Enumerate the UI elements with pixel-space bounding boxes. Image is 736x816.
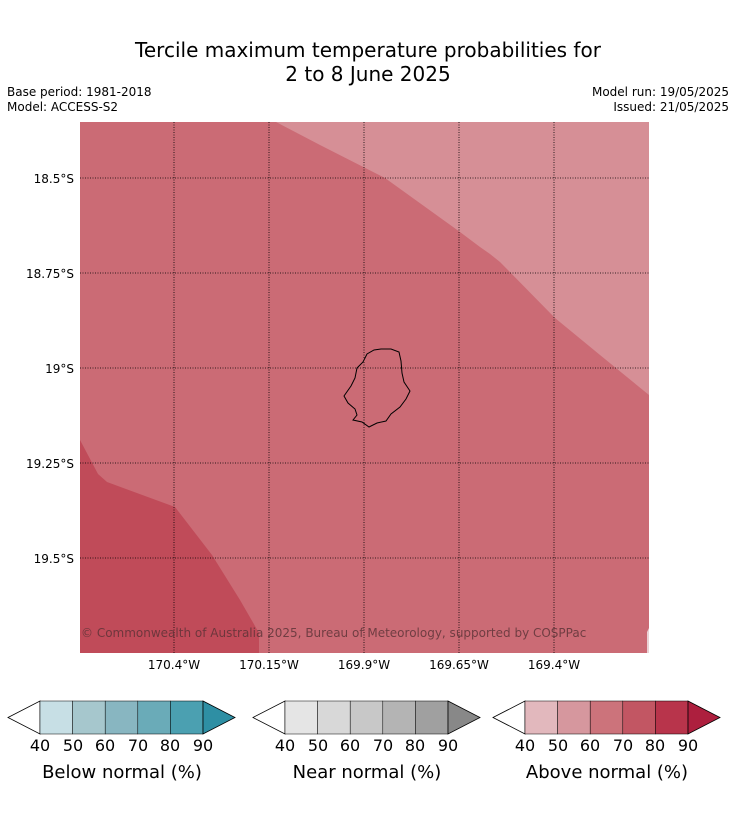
colorbar-segment xyxy=(170,700,204,735)
colorbar-tick: 70 xyxy=(612,736,634,755)
colorbar-tick: 80 xyxy=(159,736,181,755)
lon-label: 170.4°W xyxy=(147,658,201,672)
colorbar-tick: 50 xyxy=(62,736,84,755)
lon-label: 170.15°W xyxy=(239,658,299,672)
colorbar-segment xyxy=(104,700,139,735)
colorbar-tick: 80 xyxy=(644,736,666,755)
colorbar-tick: 90 xyxy=(192,736,214,755)
colorbar-tick: 40 xyxy=(274,736,296,755)
colorbar-tick: 80 xyxy=(404,736,426,755)
colorbar-below-normal xyxy=(7,700,236,735)
colorbar-segment xyxy=(415,700,449,735)
colorbar-segment xyxy=(382,700,416,735)
colorbar-extend-high xyxy=(687,700,721,735)
colorbar-segment xyxy=(557,700,591,735)
lon-label: 169.65°W xyxy=(429,658,489,672)
colorbar-tick: 60 xyxy=(339,736,361,755)
island-coastline xyxy=(343,348,411,428)
base-period: Base period: 1981-2018 xyxy=(7,85,152,99)
colorbar-tick: 90 xyxy=(437,736,459,755)
colorbar-extend-low xyxy=(252,700,286,735)
colorbar-tick: 40 xyxy=(514,736,536,755)
colorbar-segment xyxy=(317,700,351,735)
colorbar-extend-low xyxy=(492,700,526,735)
colorbar-tick: 50 xyxy=(547,736,569,755)
colorbar-tick: 70 xyxy=(372,736,394,755)
colorbar-extend-high xyxy=(447,700,481,735)
colorbar-segment xyxy=(349,700,384,735)
colorbar-segment xyxy=(72,700,106,735)
colorbar-segment xyxy=(39,700,73,735)
model-name: Model: ACCESS-S2 xyxy=(7,100,119,114)
lat-label: 19°S xyxy=(45,362,74,376)
colorbar-tick: 50 xyxy=(307,736,329,755)
map-edge-sliver xyxy=(647,628,649,653)
model-run: Model run: 19/05/2025 xyxy=(591,85,729,99)
colorbar-segment xyxy=(524,700,558,735)
lon-label: 169.4°W xyxy=(527,658,581,672)
colorbar-tick: 60 xyxy=(94,736,116,755)
colorbar-extend-high xyxy=(202,700,236,735)
colorbar-tick: 70 xyxy=(127,736,149,755)
colorbar-tick: 90 xyxy=(677,736,699,755)
map-region-above-50-60 xyxy=(276,122,649,395)
copyright-notice: © Commonwealth of Australia 2025, Bureau… xyxy=(81,626,587,640)
map-region-above-70-80 xyxy=(80,440,259,653)
title-line-2: 2 to 8 June 2025 xyxy=(285,62,451,86)
graticule xyxy=(80,122,649,653)
run-info: Model run: 19/05/2025 Issued: 21/05/2025 xyxy=(592,85,729,115)
colorbar-extend-low xyxy=(7,700,41,735)
colorbar-tick: 40 xyxy=(29,736,51,755)
colorbar-segment xyxy=(622,700,656,735)
lat-label: 18.5°S xyxy=(33,172,74,186)
colorbar-above-normal xyxy=(492,700,721,735)
colorbar-segment xyxy=(589,700,624,735)
lon-label: 169.9°W xyxy=(337,658,391,672)
issued-date: Issued: 21/05/2025 xyxy=(613,100,729,114)
colorbar-label: Below normal (%) xyxy=(42,762,202,783)
lat-label: 18.75°S xyxy=(26,267,74,281)
colorbar-near-normal xyxy=(252,700,481,735)
colorbar-tick: 60 xyxy=(579,736,601,755)
lat-label: 19.25°S xyxy=(26,457,74,471)
colorbar-segment xyxy=(284,700,318,735)
model-info: Base period: 1981-2018 Model: ACCESS-S2 xyxy=(7,85,152,115)
colorbar-segment xyxy=(655,700,689,735)
colorbar-label: Near normal (%) xyxy=(292,762,442,783)
colorbar-segment xyxy=(137,700,171,735)
title-line-1: Tercile maximum temperature probabilitie… xyxy=(135,38,601,62)
lat-label: 19.5°S xyxy=(33,552,74,566)
colorbar-label: Above normal (%) xyxy=(525,762,689,783)
chart-title: Tercile maximum temperature probabilitie… xyxy=(0,38,736,86)
